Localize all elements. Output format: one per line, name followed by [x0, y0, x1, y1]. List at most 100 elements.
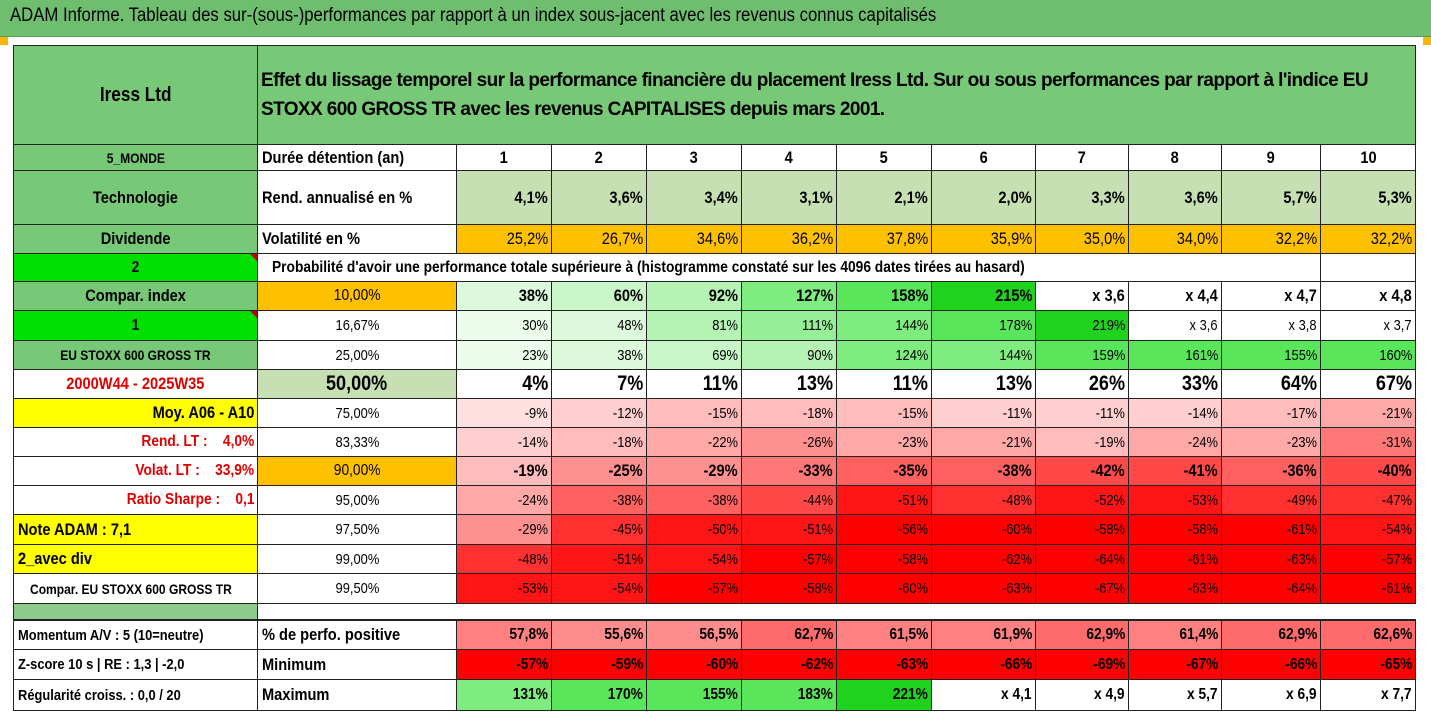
bottom-row-value: 57,8%	[457, 620, 552, 650]
probability-value: x 4,4	[1129, 282, 1222, 311]
probability-value: -51%	[742, 515, 837, 545]
probability-value-text: -53%	[517, 580, 548, 597]
probability-value-text: -38%	[612, 491, 643, 509]
probability-value-text: -24%	[517, 491, 548, 509]
probability-value: -54%	[647, 545, 742, 574]
year-2-text: 2	[594, 147, 604, 167]
bottom-left-label-text: Régularité croiss. : 0,0 / 20	[18, 686, 181, 704]
vol-value: 26,7%	[552, 225, 647, 254]
probability-value-text: -23%	[897, 433, 928, 451]
probability-value-text: 67%	[1375, 372, 1412, 395]
bottom-row-value: 56,5%	[647, 620, 742, 650]
probability-value: x 3,6	[1129, 311, 1222, 341]
bottom-row-value-text: -67%	[1185, 655, 1218, 673]
probability-threshold-text: 95,00%	[335, 491, 379, 509]
probability-value: -48%	[457, 545, 552, 574]
bottom-row-value-text: 61,4%	[1178, 626, 1218, 643]
probability-value-text: -29%	[703, 461, 738, 480]
dividend-label-text: Dividende	[100, 229, 171, 248]
probability-value: x 3,8	[1222, 311, 1321, 341]
probability-value-text: -58%	[897, 550, 928, 568]
probability-value-text: -54%	[1381, 521, 1412, 538]
bottom-left-label: Z-score 10 s | RE : 1,3 | -2,0	[13, 650, 258, 680]
probability-threshold: 99,50%	[258, 574, 457, 604]
probability-value-text: -64%	[1094, 550, 1125, 568]
probability-value-text: 64%	[1280, 372, 1317, 395]
year-2: 2	[552, 145, 647, 171]
years-label: Durée détention (an)	[258, 145, 457, 171]
bottom-row-value-text: 131%	[512, 686, 548, 703]
probability-value-text: 60%	[613, 286, 643, 305]
probability-value: -12%	[552, 399, 647, 428]
probability-value: x 4,8	[1321, 282, 1416, 311]
probability-value: -57%	[1321, 545, 1416, 574]
bottom-row-value-text: 61,5%	[888, 626, 928, 643]
vol-value-text: 26,7%	[601, 229, 643, 248]
bottom-row-label-text: Minimum	[262, 654, 327, 674]
probability-value: -57%	[647, 574, 742, 604]
bottom-row-value: 62,9%	[1036, 620, 1129, 650]
probability-value-text: -51%	[612, 550, 643, 568]
probability-value: -58%	[837, 545, 932, 574]
probability-value-text: -31%	[1381, 433, 1412, 451]
probability-value: -19%	[1036, 428, 1129, 457]
rend-value: 3,6%	[1129, 171, 1222, 225]
probability-value: 159%	[1036, 341, 1129, 370]
probability-value: 4%	[457, 370, 552, 399]
probability-value: -15%	[647, 399, 742, 428]
probability-value: -60%	[837, 574, 932, 604]
probability-header-empty	[1321, 254, 1416, 282]
year-8: 8	[1129, 145, 1222, 171]
bottom-row-value-text: 183%	[797, 686, 833, 703]
probability-value-text: 23%	[522, 346, 548, 364]
rend-value-text: 4,1%	[514, 187, 548, 207]
probability-value-text: -45%	[612, 521, 643, 538]
probability-value: -61%	[1129, 545, 1222, 574]
probability-value-text: -33%	[798, 461, 833, 480]
bottom-row-value-text: x 4,9	[1094, 686, 1125, 703]
bottom-row-value: 155%	[647, 680, 742, 711]
probability-value-text: 127%	[795, 286, 833, 305]
rend-value: 5,3%	[1321, 171, 1416, 225]
bottom-row-value-text: 55,6%	[603, 626, 643, 643]
vol-value-text: 34,0%	[1176, 229, 1218, 248]
bottom-row-value-text: -66%	[1284, 655, 1317, 673]
probability-value-text: -23%	[1286, 433, 1317, 451]
probability-value: -17%	[1222, 399, 1321, 428]
probability-value-text: -29%	[517, 521, 548, 538]
avec-div-label: 2_avec div	[13, 545, 258, 574]
probability-value: 219%	[1036, 311, 1129, 341]
rend-value-text: 5,3%	[1378, 187, 1412, 207]
separator-blank	[258, 604, 1416, 620]
probability-value: 26%	[1036, 370, 1129, 399]
bottom-row-label: % de perfo. positive	[258, 620, 457, 650]
probability-value: -45%	[552, 515, 647, 545]
year-8-text: 8	[1170, 147, 1180, 167]
probability-value-text: -24%	[1187, 433, 1218, 451]
bottom-row-value-text: -62%	[800, 655, 833, 673]
probability-value: 127%	[742, 282, 837, 311]
probability-value: -33%	[742, 457, 837, 486]
probability-value-text: -60%	[897, 580, 928, 597]
probability-value: -15%	[837, 399, 932, 428]
year-5-text: 5	[879, 147, 889, 167]
probability-value-text: -19%	[1094, 433, 1125, 451]
probability-value-text: -22%	[707, 433, 738, 451]
vol-value: 32,2%	[1321, 225, 1416, 254]
probability-value-text: -38%	[997, 461, 1032, 480]
bottom-row-value: -67%	[1129, 650, 1222, 680]
probability-value-text: -35%	[893, 461, 928, 480]
rend-value-text: 2,1%	[894, 187, 928, 207]
probability-value-text: -57%	[802, 550, 833, 568]
rend-value-text: 5,7%	[1283, 187, 1317, 207]
bottom-row-value: x 7,7	[1321, 680, 1416, 711]
probability-value-text: -18%	[802, 404, 833, 422]
vol-label-text: Volatilité en %	[262, 229, 361, 248]
probability-value: -22%	[647, 428, 742, 457]
bottom-row-value: -69%	[1036, 650, 1129, 680]
probability-value-text: -56%	[897, 521, 928, 538]
probability-value: -54%	[1321, 515, 1416, 545]
probability-value-text: -18%	[612, 433, 643, 451]
bottom-row-value: 62,7%	[742, 620, 837, 650]
probability-value-text: -21%	[1001, 433, 1032, 451]
